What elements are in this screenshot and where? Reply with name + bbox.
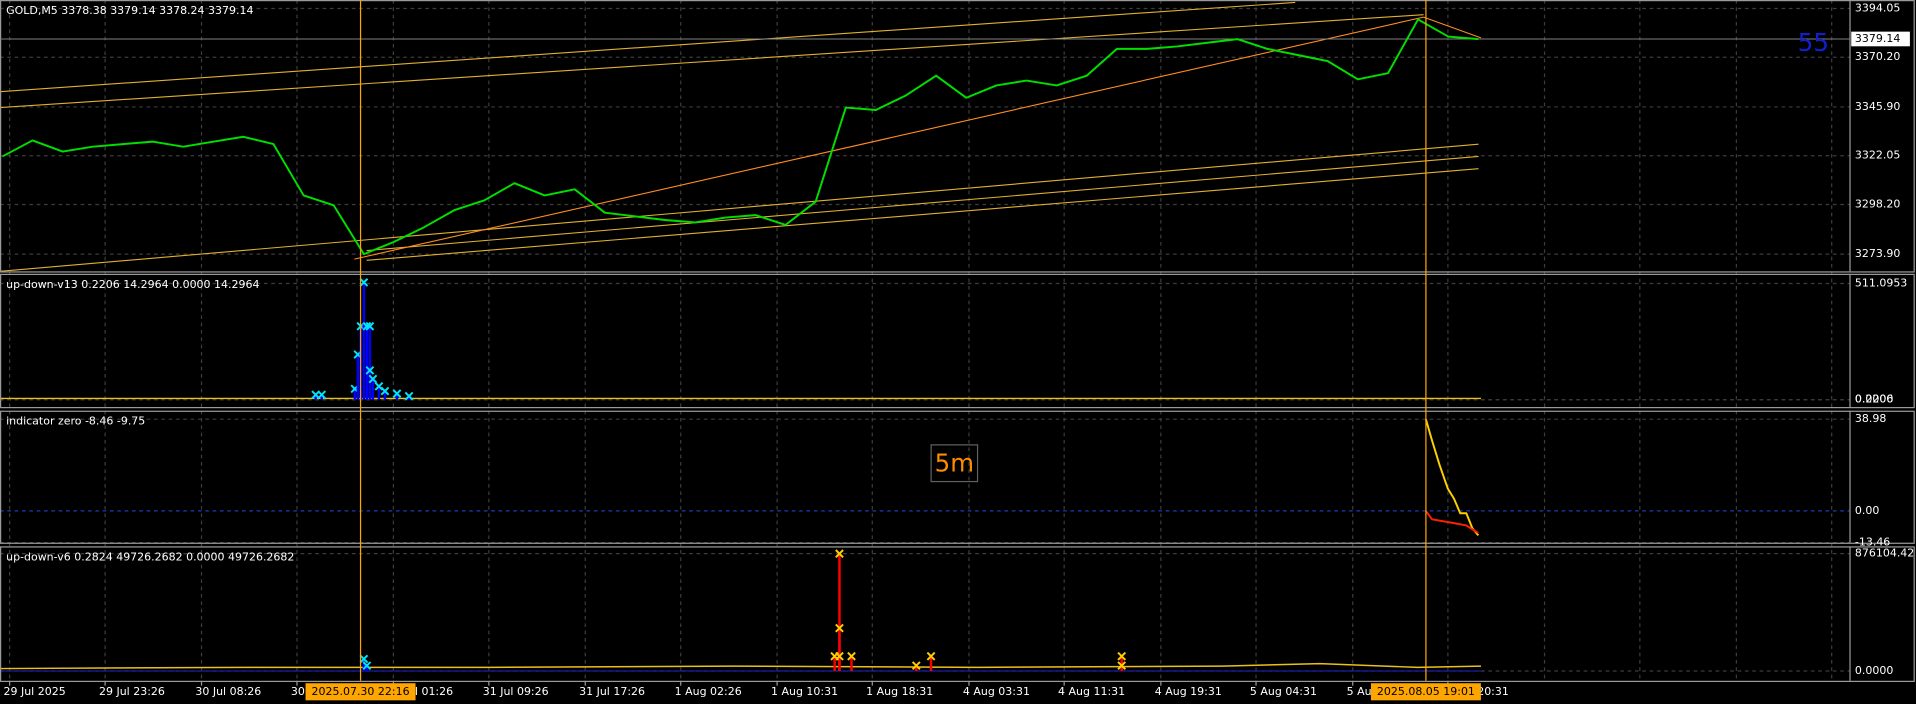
pane-frame (0, 273, 1915, 409)
pane-title: up-down-v13 0.2206 14.2964 0.0000 14.296… (6, 278, 259, 291)
marker (317, 390, 327, 400)
indicator-baseline (0, 662, 1482, 670)
trend-line (1423, 16, 1482, 39)
annotation-box (930, 444, 979, 483)
channel-line (0, 1, 1296, 93)
crosshair-label: 2025.08.05 19:01 (1377, 685, 1475, 698)
marker (365, 321, 375, 331)
x-tick-label: 29 Jul 2025 (4, 685, 66, 698)
marker (926, 651, 936, 661)
crosshair-label: 2025.07.30 22:16 (312, 685, 410, 698)
y-tick-label: 3322.05 (1855, 149, 1900, 162)
marker (835, 623, 844, 633)
x-tick-label: 4 Aug 03:31 (963, 685, 1030, 698)
pane-frame (0, 410, 1915, 544)
x-tick-label: 31 Jul 09:26 (483, 685, 549, 698)
annotation: 55 (1798, 28, 1829, 57)
last-price-box (1851, 31, 1910, 47)
y-tick-label: 876104.42 (1855, 547, 1914, 560)
pane-frame (0, 546, 1915, 683)
pane-title: indicator zero -8.46 -9.75 (6, 415, 145, 428)
marker (362, 661, 372, 671)
x-tick-label: 30 Jul 08:26 (195, 685, 261, 698)
y-tick-label: 3298.20 (1855, 197, 1900, 210)
channel-line (366, 168, 1479, 261)
trend-lines (0, 1, 1482, 272)
marker (368, 374, 378, 384)
channel-line (0, 14, 1424, 109)
y-tick-label: 3273.90 (1855, 247, 1900, 260)
y-tick-label: 0.0000 (1855, 393, 1893, 406)
x-tick-label: 5 Aug 04:31 (1250, 685, 1317, 698)
last-price-label: 3379.14 (1855, 32, 1900, 45)
channel-line (0, 143, 1479, 272)
marker (1117, 651, 1127, 661)
marker (359, 278, 369, 287)
y-tick-label: 38.98 (1855, 412, 1886, 425)
channel-line (366, 155, 1479, 252)
series-line (1425, 510, 1479, 534)
marker (830, 651, 840, 661)
marker (835, 549, 844, 559)
x-tick-label: 29 Jul 23:26 (99, 685, 165, 698)
annotation: 5m (935, 448, 974, 477)
y-tick-label: 3394.05 (1855, 1, 1900, 14)
marker (404, 391, 414, 401)
marker (380, 386, 390, 396)
pane-title: up-down-v6 0.2824 49726.2682 0.0000 4972… (6, 550, 294, 563)
y-tick-label: 0.2206 (1855, 393, 1893, 406)
y-tick-label: -13.46 (1855, 536, 1890, 549)
marker (365, 366, 375, 375)
y-tick-label: 0.00 (1855, 504, 1879, 517)
marker (911, 661, 921, 671)
y-tick-label: 511.0953 (1855, 277, 1907, 290)
marker (392, 389, 402, 398)
marker (359, 654, 369, 664)
y-tick-label: 0.0000 (1855, 664, 1893, 677)
marker (1117, 661, 1127, 671)
y-tick-label: 3370.20 (1855, 50, 1900, 63)
x-tick-label: 1 Aug 10:31 (771, 685, 838, 698)
x-tick-label: 1 Aug 18:31 (866, 685, 933, 698)
pane-title: GOLD,M5 3378.38 3379.14 3378.24 3379.14 (6, 4, 253, 17)
x-tick-label: 4 Aug 19:31 (1155, 685, 1222, 698)
crosshair-box (305, 683, 416, 701)
crosshair-box (1370, 683, 1481, 701)
marker (847, 651, 856, 661)
x-tick-label: 31 Jul 17:26 (579, 685, 645, 698)
x-tick-label: 4 Aug 11:31 (1058, 685, 1125, 698)
series-line (1424, 418, 1480, 536)
trend-line (354, 16, 1424, 260)
pane-frame (0, 0, 1915, 273)
series-line (1, 18, 1479, 256)
x-tick-label: 1 Aug 02:26 (675, 685, 742, 698)
y-tick-label: 3345.90 (1855, 100, 1900, 113)
